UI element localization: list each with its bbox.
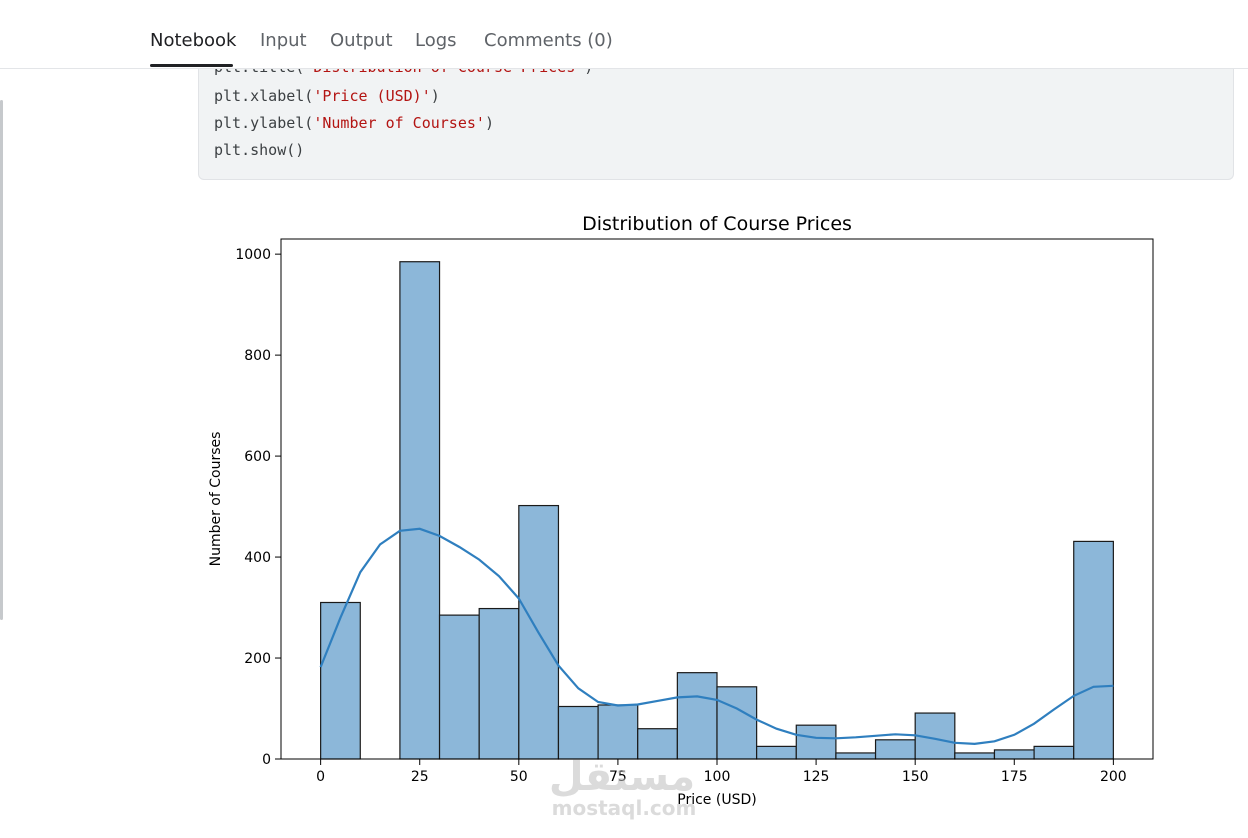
x-tick-label: 200 — [1100, 769, 1127, 785]
y-tick-label: 400 — [244, 550, 271, 566]
x-tick-label: 150 — [902, 769, 929, 785]
code-token: plt.xlabel( — [214, 87, 314, 105]
histogram-bar — [1073, 540, 1114, 760]
histogram-bar — [597, 704, 639, 760]
histogram-bar — [320, 601, 361, 760]
code-string: 'Number of Courses' — [313, 114, 485, 132]
y-tick-label: 0 — [262, 752, 271, 768]
tab-comments[interactable]: Comments (0) — [484, 30, 613, 51]
code-line-show: plt.show() — [214, 141, 305, 159]
histogram-bar — [954, 752, 996, 760]
tab-logs[interactable]: Logs — [415, 30, 457, 51]
active-tab-indicator — [150, 64, 233, 67]
notebook-tabs: Notebook Input Output Logs Comments (0) — [0, 0, 1248, 69]
histogram-bar — [1033, 745, 1075, 760]
x-axis-label: Price (USD) — [677, 792, 756, 808]
x-tick-label: 75 — [609, 769, 627, 785]
code-token: ) — [484, 114, 494, 132]
y-tick-label: 800 — [244, 348, 271, 364]
code-token: ) — [430, 87, 440, 105]
histogram-bar — [993, 749, 1035, 760]
y-tick-label: 600 — [244, 449, 271, 465]
histogram-bar — [478, 607, 520, 760]
watermark-logo: مستقل — [549, 754, 695, 800]
kde-curve — [319, 527, 1114, 746]
histogram-bar — [756, 745, 797, 760]
x-tick-label: 175 — [1001, 769, 1028, 785]
code-line-ylabel: plt.ylabel('Number of Courses') — [214, 114, 494, 132]
code-string: 'Price (USD)' — [313, 87, 431, 105]
y-tick-label: 200 — [244, 651, 271, 667]
x-tick-label: 100 — [704, 769, 731, 785]
code-token: plt.ylabel( — [214, 114, 314, 132]
histogram-bar — [795, 724, 837, 760]
histogram-bar — [676, 672, 718, 760]
code-line-xlabel: plt.xlabel('Price (USD)') — [214, 87, 440, 105]
tab-output[interactable]: Output — [330, 30, 393, 51]
y-tick-label: 1000 — [235, 247, 271, 263]
watermark-text: mostaql.com — [552, 796, 697, 820]
left-scroll-rail[interactable] — [0, 100, 3, 620]
histogram-bar — [557, 705, 599, 760]
chart-title: Distribution of Course Prices — [582, 213, 852, 235]
x-tick-label: 125 — [803, 769, 830, 785]
tab-input[interactable]: Input — [260, 30, 307, 51]
histogram-bar — [438, 614, 480, 760]
y-axis-label: Number of Courses — [208, 432, 224, 567]
x-tick-label: 25 — [411, 769, 429, 785]
histogram-bar — [399, 261, 441, 760]
x-tick-label: 0 — [316, 769, 325, 785]
histogram-bar — [716, 686, 758, 760]
histogram-bar — [874, 739, 916, 760]
x-tick-label: 50 — [510, 769, 528, 785]
histogram-bar — [835, 752, 877, 760]
tab-notebook[interactable]: Notebook — [150, 30, 237, 51]
